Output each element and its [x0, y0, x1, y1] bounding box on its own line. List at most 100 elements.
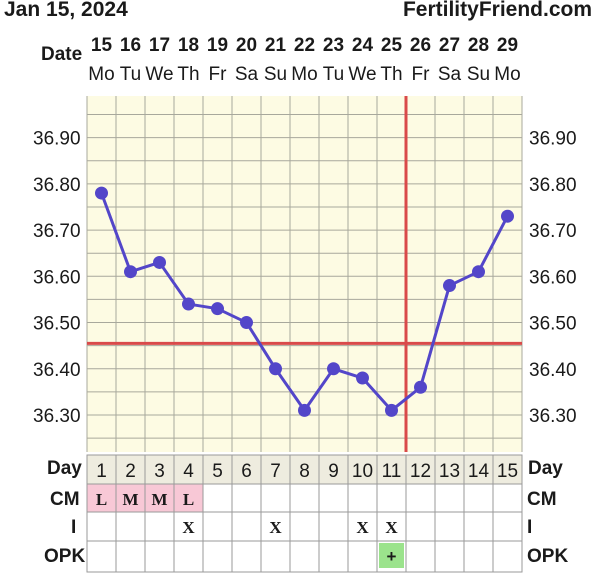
y-tick-label: 36.60 — [33, 267, 81, 288]
y-tick-label: 36.70 — [33, 221, 81, 242]
day-row-background — [87, 455, 522, 484]
intercourse-mark: X — [269, 518, 282, 537]
cycle-day-number: 5 — [212, 461, 223, 482]
date-label: 28 — [468, 35, 489, 56]
cycle-day-number: 4 — [183, 461, 194, 482]
weekday-label: Sa — [235, 64, 259, 85]
weekday-label: Th — [177, 64, 199, 85]
opk-result: + — [387, 547, 397, 566]
date-label: 15 — [91, 35, 113, 56]
weekday-label: Mo — [494, 64, 520, 85]
cycle-day-number: 8 — [299, 461, 310, 482]
weekday-label: We — [348, 64, 376, 85]
date-label: 27 — [439, 35, 460, 56]
cycle-day-number: 14 — [468, 461, 490, 482]
date-label: 21 — [265, 35, 287, 56]
opk-row-label-right: OPK — [527, 546, 568, 567]
brand-name: FertilityFriend.com — [403, 0, 592, 21]
day-row-label-right: Day — [528, 458, 563, 479]
y-tick-label-right: 36.90 — [529, 129, 577, 150]
date-label: 19 — [207, 35, 228, 56]
cm-row-label-right: CM — [527, 489, 557, 510]
weekday-label: Tu — [120, 64, 141, 85]
weekday-label: Mo — [88, 64, 114, 85]
chart-date: Jan 15, 2024 — [4, 0, 128, 21]
date-label: 16 — [120, 35, 141, 56]
weekday-label: Tu — [323, 64, 344, 85]
weekday-label: Su — [467, 64, 490, 85]
y-tick-label: 36.90 — [33, 129, 81, 150]
opk-row-label: OPK — [44, 546, 85, 567]
weekday-label: We — [145, 64, 173, 85]
cycle-day-number: 11 — [382, 461, 402, 482]
day-row-label: Day — [47, 458, 82, 479]
cm-cell-highlight — [145, 484, 174, 512]
y-tick-label: 36.30 — [33, 406, 81, 427]
date-label: 29 — [497, 35, 518, 56]
cycle-day-number: 12 — [410, 461, 431, 482]
y-tick-label-right: 36.40 — [529, 360, 577, 381]
cycle-day-number: 3 — [154, 461, 165, 482]
temperature-point — [95, 186, 108, 200]
intercourse-mark: X — [182, 518, 195, 537]
date-label: 18 — [178, 35, 199, 56]
cycle-day-number: 9 — [328, 461, 339, 482]
y-tick-label-right: 36.60 — [529, 267, 577, 288]
y-tick-label: 36.40 — [33, 360, 81, 381]
y-tick-label: 36.50 — [33, 314, 81, 335]
temperature-point — [414, 380, 427, 394]
temperature-point — [298, 403, 311, 417]
date-label: 23 — [323, 35, 344, 56]
intercourse-mark: X — [356, 518, 369, 537]
cm-cell-highlight — [174, 484, 203, 512]
intercourse-row-label-right: I — [527, 517, 532, 538]
cm-value: M — [122, 490, 138, 509]
cm-row-label: CM — [50, 489, 80, 510]
weekday-label: Th — [380, 64, 402, 85]
cycle-day-number: 1 — [96, 461, 107, 482]
temperature-point — [443, 279, 456, 293]
y-tick-label: 36.80 — [33, 175, 81, 196]
temperature-point — [356, 371, 369, 385]
temperature-point — [211, 302, 224, 316]
y-tick-label-right: 36.80 — [529, 175, 577, 196]
plot-background — [87, 96, 522, 452]
cycle-day-number: 2 — [125, 461, 136, 482]
cycle-day-number: 15 — [497, 461, 518, 482]
temperature-point — [153, 255, 166, 269]
y-tick-label-right: 36.70 — [529, 221, 577, 242]
cm-cell-highlight — [87, 484, 116, 512]
weekday-label: Mo — [291, 64, 317, 85]
date-label: 22 — [294, 35, 315, 56]
cycle-day-number: 13 — [439, 461, 460, 482]
weekday-label: Fr — [209, 64, 228, 85]
weekday-label: Sa — [438, 64, 462, 85]
temperature-point — [182, 297, 195, 311]
cycle-day-number: 6 — [241, 461, 252, 482]
plot-area: 36.90 36.90 36.80 36.80 36.70 36.70 36.60 36.60… — [33, 35, 577, 573]
cycle-day-number: 7 — [270, 461, 281, 482]
cm-value: L — [96, 490, 107, 509]
cm-value: L — [183, 490, 194, 509]
date-label: 26 — [410, 35, 431, 56]
weekday-label: Su — [264, 64, 287, 85]
opk-cell-highlight — [379, 543, 404, 568]
temperature-point — [385, 403, 398, 417]
cm-value: M — [151, 490, 167, 509]
intercourse-mark: X — [385, 518, 398, 537]
temperature-point — [327, 362, 340, 376]
temperature-point — [240, 316, 253, 330]
y-tick-label-right: 36.50 — [529, 314, 577, 335]
cycle-day-number: 10 — [352, 461, 373, 482]
date-label: 24 — [352, 35, 374, 56]
weekday-label: Fr — [412, 64, 431, 85]
temperature-point — [472, 265, 485, 279]
cm-cell-highlight — [116, 484, 145, 512]
intercourse-row-label: I — [71, 517, 76, 538]
date-label: 25 — [381, 35, 403, 56]
date-label: 20 — [236, 35, 257, 56]
date-row-label: Date — [41, 44, 82, 65]
y-tick-label-right: 36.30 — [529, 406, 577, 427]
temperature-point — [269, 362, 282, 376]
